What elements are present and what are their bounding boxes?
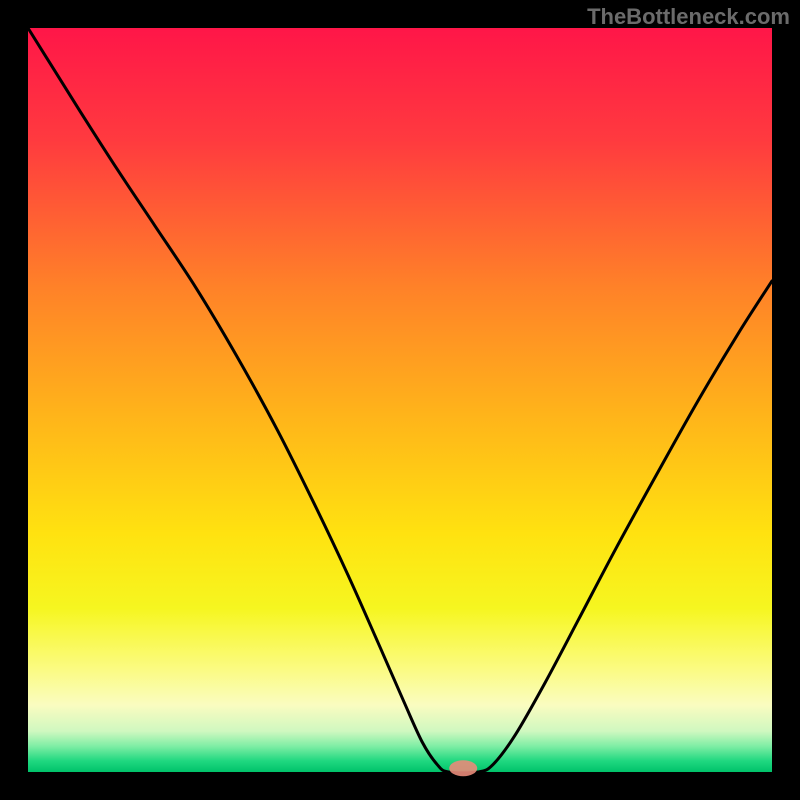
minimum-marker bbox=[449, 760, 477, 776]
plot-background bbox=[28, 28, 772, 772]
bottleneck-chart: TheBottleneck.com bbox=[0, 0, 800, 800]
watermark-label: TheBottleneck.com bbox=[587, 4, 790, 30]
chart-svg bbox=[0, 0, 800, 800]
